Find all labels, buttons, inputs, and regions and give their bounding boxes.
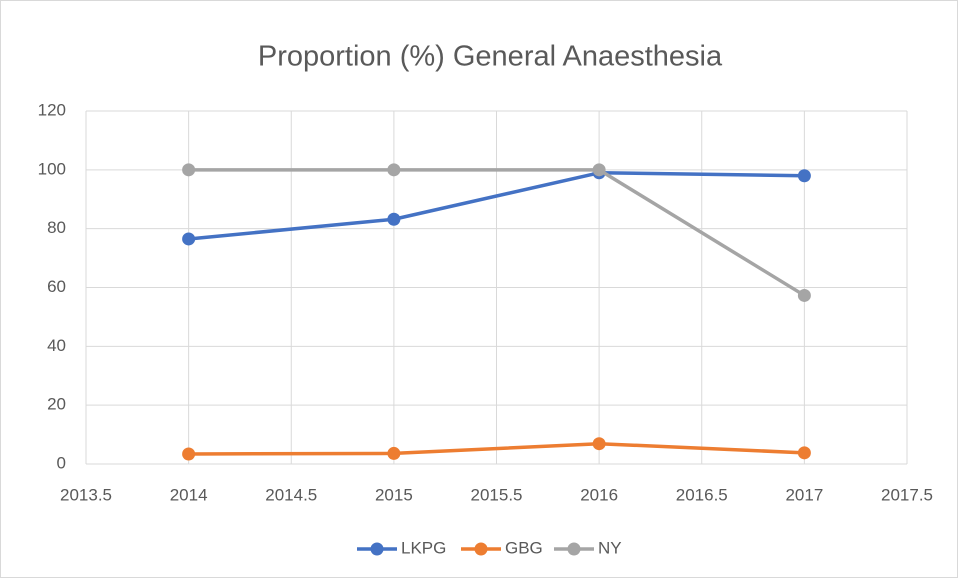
legend-label: GBG (505, 538, 543, 557)
data-point (182, 163, 196, 177)
y-tick-label: 0 (57, 453, 66, 472)
x-tick-label: 2015 (375, 485, 413, 504)
data-point (387, 163, 401, 177)
x-tick-label: 2016.5 (676, 485, 728, 504)
data-point (797, 288, 811, 302)
data-point (387, 446, 401, 460)
data-point (592, 163, 606, 177)
x-tick-label: 2013.5 (60, 485, 112, 504)
legend-label: LKPG (401, 538, 446, 557)
x-tick-label: 2014.5 (265, 485, 317, 504)
legend-marker (474, 542, 488, 556)
x-tick-label: 2017.5 (881, 485, 933, 504)
series-line (188, 171, 805, 241)
series-line (188, 168, 806, 297)
y-tick-label: 120 (38, 100, 66, 119)
x-tick-label: 2015.5 (471, 485, 523, 504)
data-point (797, 446, 811, 460)
y-tick-label: 80 (47, 218, 66, 237)
data-point (797, 169, 811, 183)
y-tick-label: 60 (47, 277, 66, 296)
y-tick-label: 100 (38, 159, 66, 178)
x-tick-label: 2016 (580, 485, 618, 504)
x-tick-label: 2014 (170, 485, 208, 504)
chart-title: Proportion (%) General Anaesthesia (258, 41, 723, 73)
data-point (387, 212, 401, 226)
data-point (182, 447, 196, 461)
data-point (592, 437, 606, 451)
legend-marker (567, 542, 581, 556)
y-tick-label: 20 (47, 395, 66, 414)
series-line (188, 441, 805, 456)
legend-label: NY (598, 538, 622, 557)
x-tick-label: 2017 (785, 485, 823, 504)
legend-marker (370, 542, 384, 556)
y-tick-label: 40 (47, 336, 66, 355)
data-point (182, 232, 196, 246)
